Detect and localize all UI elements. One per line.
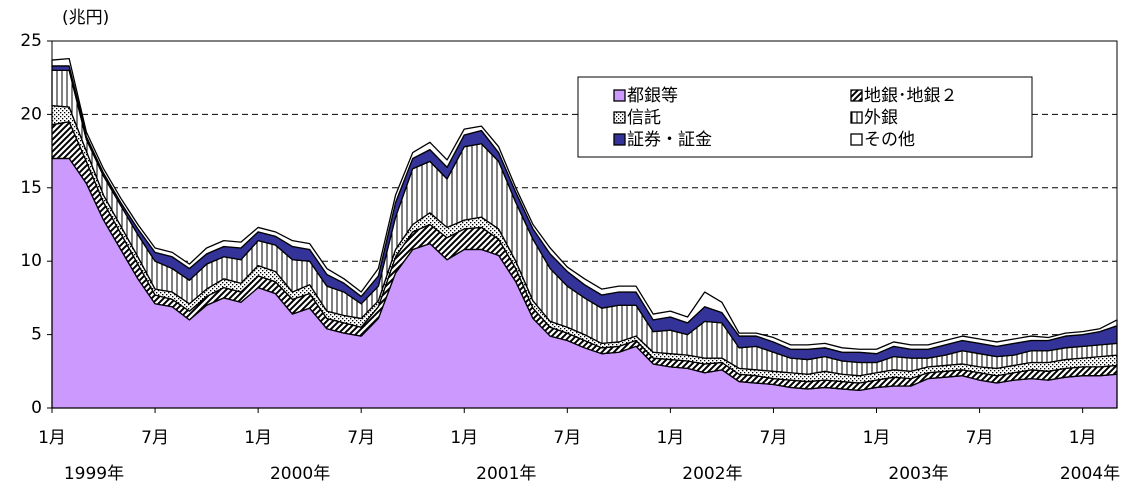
y-tick-label: 0 bbox=[31, 398, 42, 418]
year-label: 2000年 bbox=[270, 464, 330, 484]
legend-label: 都銀等 bbox=[627, 86, 678, 106]
legend-swatch bbox=[613, 89, 626, 102]
x-tick-label: 7月 bbox=[760, 428, 788, 448]
y-tick-label: 10 bbox=[20, 251, 42, 271]
year-label: 2004年 bbox=[1060, 464, 1120, 484]
x-tick-label: 7月 bbox=[347, 428, 375, 448]
year-label: 2003年 bbox=[888, 464, 948, 484]
legend-label: その他 bbox=[864, 130, 915, 150]
legend-label: 外銀 bbox=[864, 108, 898, 128]
y-tick-label: 5 bbox=[31, 325, 42, 345]
legend-label: 信託 bbox=[627, 108, 661, 128]
plot-frame bbox=[51, 40, 1118, 409]
y-tick-label: 25 bbox=[20, 31, 42, 51]
legend-label: 地銀･地銀２ bbox=[864, 86, 958, 106]
y-axis-label: (兆円) bbox=[62, 8, 109, 28]
legend-swatch bbox=[850, 111, 863, 124]
year-label: 2001年 bbox=[476, 464, 536, 484]
x-tick-label: 1月 bbox=[450, 428, 478, 448]
y-tick-label: 20 bbox=[20, 104, 42, 124]
legend-box bbox=[577, 76, 1033, 158]
legend-swatch bbox=[850, 133, 863, 146]
y-tick-label: 15 bbox=[20, 178, 42, 198]
x-tick-label: 7月 bbox=[141, 428, 169, 448]
x-tick-label: 1月 bbox=[244, 428, 272, 448]
x-tick-label: 7月 bbox=[966, 428, 994, 448]
x-tick-label: 1月 bbox=[656, 428, 684, 448]
year-label: 2002年 bbox=[682, 464, 742, 484]
x-tick-label: 7月 bbox=[553, 428, 581, 448]
x-tick-label: 1月 bbox=[38, 428, 66, 448]
legend-label: 証券・証金 bbox=[627, 130, 712, 150]
legend-swatch bbox=[613, 111, 626, 124]
year-label: 1999年 bbox=[64, 464, 124, 484]
legend-swatch bbox=[613, 133, 626, 146]
legend-swatch bbox=[850, 89, 863, 102]
x-tick-label: 1月 bbox=[863, 428, 891, 448]
x-tick-label: 1月 bbox=[1069, 428, 1097, 448]
